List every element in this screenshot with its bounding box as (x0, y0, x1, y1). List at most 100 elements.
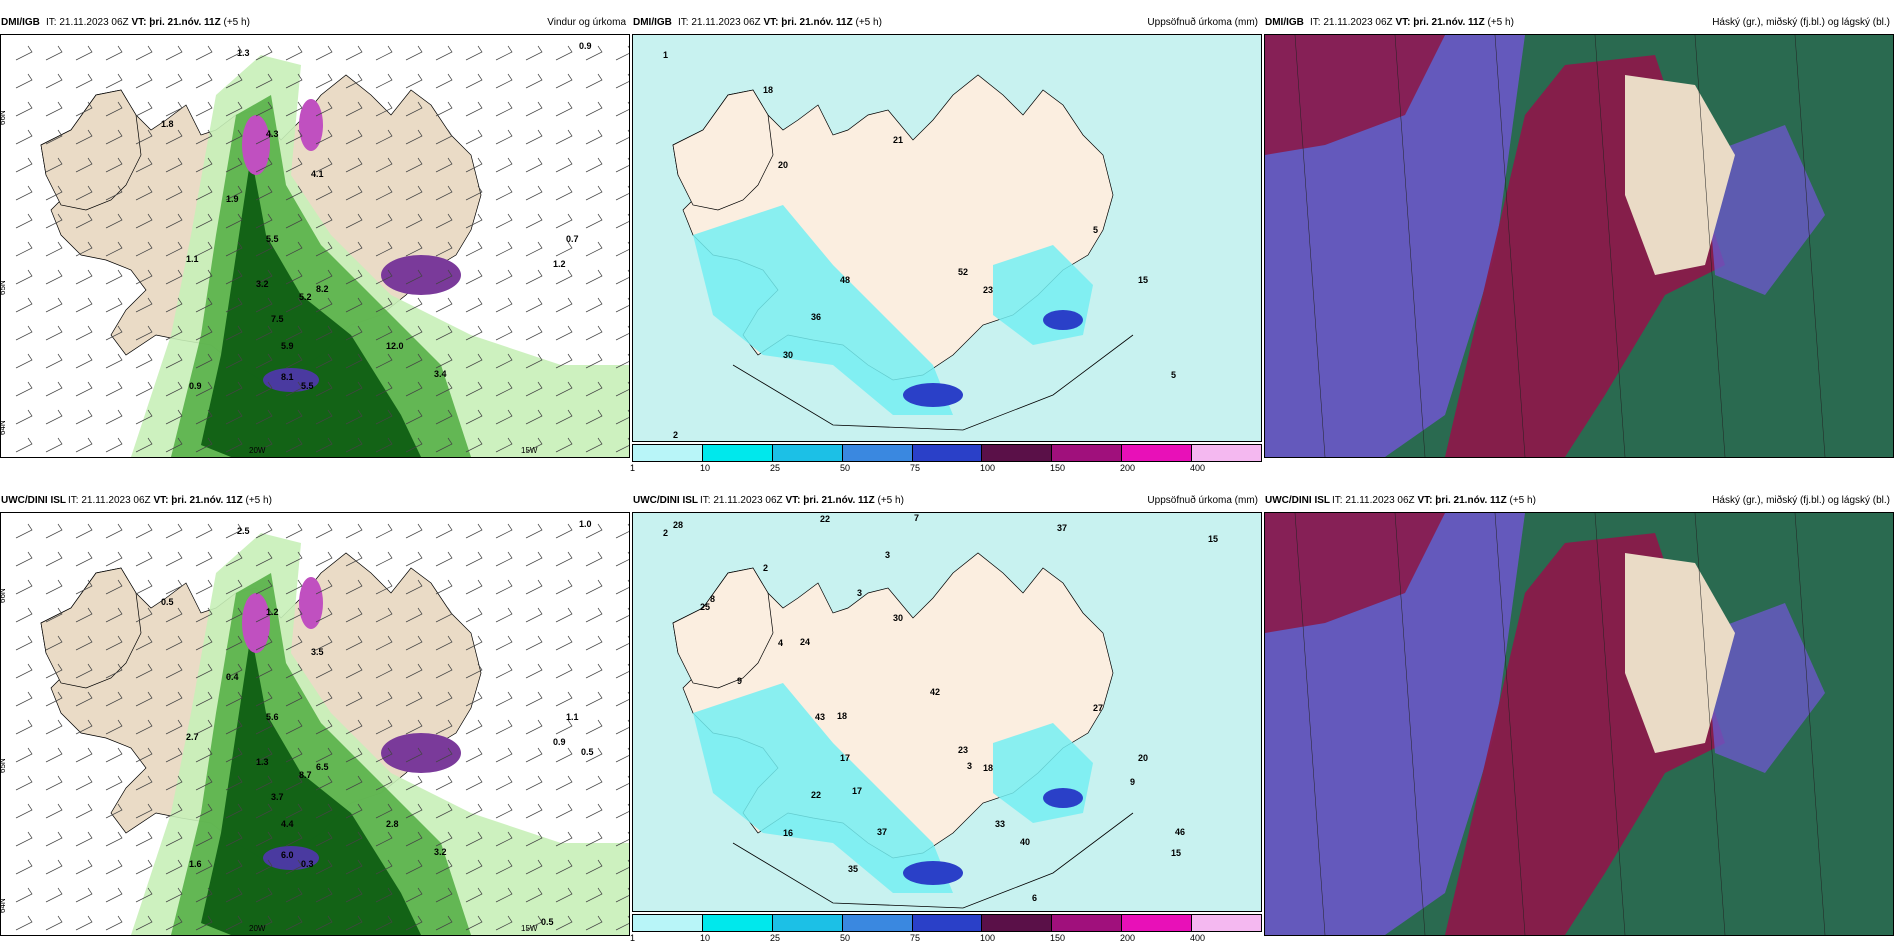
wind-barb (315, 915, 333, 931)
wind-barb (135, 409, 153, 425)
wind-precip-value: 0.5 (161, 597, 174, 607)
wind-barb (465, 915, 483, 931)
wind-barb (45, 241, 63, 257)
wind-barb (105, 915, 123, 931)
wind-barb (225, 859, 243, 875)
wind-barb (195, 691, 213, 707)
wind-barb (345, 775, 363, 791)
map-accumulated-precip[interactable]: 1 18 20 21 48 52 36 30 23 15 5 5 2 (632, 34, 1262, 442)
wind-barb (195, 129, 213, 145)
wind-barb (255, 353, 273, 369)
wind-precip-value: 8.7 (299, 770, 312, 780)
map-cloud-cover[interactable] (1264, 34, 1894, 458)
wind-precip-value: 0.7 (566, 234, 579, 244)
wind-barb (315, 185, 333, 201)
wind-barb (255, 831, 273, 847)
wind-barb (285, 45, 303, 61)
wind-barb (105, 353, 123, 369)
map-cloud-cover[interactable] (1264, 512, 1894, 936)
wind-barb (195, 437, 213, 453)
wind-barb (615, 775, 629, 791)
wind-barb (345, 297, 363, 313)
wind-barb (465, 635, 483, 651)
colorbar-segment (912, 915, 983, 931)
wind-barb (195, 859, 213, 875)
wind-barb (615, 353, 629, 369)
wind-barb (195, 775, 213, 791)
model-source: UWC/DINI ISL (1, 495, 66, 506)
wind-barb (105, 297, 123, 313)
wind-barb (225, 381, 243, 397)
wind-barb (555, 73, 573, 89)
wind-barb (525, 269, 543, 285)
panel-header: UWC/DINI ISL IT: 21.11.2023 06Z VT: þri.… (0, 490, 630, 512)
map-wind-precip[interactable]: 1.8 4.3 4.1 1.9 5.5 1.1 3.2 8.2 5.2 7.5 5.9 8.1 0.9 5… (0, 34, 630, 458)
precip-band-dark (201, 155, 421, 457)
wind-barb (465, 213, 483, 229)
wind-barb (15, 241, 33, 257)
lead-time: (+5 h) (223, 17, 250, 28)
wind-barb (345, 129, 363, 145)
wind-barb (105, 831, 123, 847)
wind-barb (405, 157, 423, 173)
wind-barb (285, 213, 303, 229)
wind-barb (555, 101, 573, 117)
wind-barb (195, 887, 213, 903)
precip-value: 30 (783, 350, 793, 360)
wind-precip-value: 0.9 (579, 41, 592, 51)
wind-barb (585, 523, 603, 539)
precip-value: 40 (1020, 837, 1030, 847)
wind-barb (165, 241, 183, 257)
map-wind-precip[interactable]: 0.5 1.2 3.5 0.4 5.6 2.7 1.3 6.5 8.7 3.7 4.4 6.0 1.6 0… (0, 512, 630, 936)
wind-barb (405, 831, 423, 847)
wind-barb (135, 691, 153, 707)
clear-land (1625, 75, 1735, 275)
wind-barb (525, 747, 543, 763)
colorbar-segment (1052, 915, 1123, 931)
wind-barb (495, 635, 513, 651)
wind-precip-value: 4.1 (311, 169, 324, 179)
wind-barb (435, 353, 453, 369)
wind-barb (615, 859, 629, 875)
wind-barb (165, 859, 183, 875)
wind-barb (135, 381, 153, 397)
colorbar-segment (702, 915, 773, 931)
wind-barb (495, 241, 513, 257)
wind-barb (135, 859, 153, 875)
wind-barb (615, 241, 629, 257)
wind-barb (585, 409, 603, 425)
wind-precip-value: 0.9 (189, 381, 202, 391)
wind-barb (15, 607, 33, 623)
map-accumulated-precip[interactable]: 2 2 4 30 17 23 22 16 18 20 15 27 28 25 24 43 42 37 33 35 22 4… (632, 512, 1262, 912)
wind-barb (45, 859, 63, 875)
wind-barb (405, 381, 423, 397)
wind-barb (315, 297, 333, 313)
precip-value: 43 (815, 712, 825, 722)
wind-barb (465, 523, 483, 539)
wind-barb (225, 803, 243, 819)
precip-value: 42 (930, 687, 940, 697)
wind-barb (105, 45, 123, 61)
colorbar-segment (1052, 445, 1123, 461)
wind-barb (165, 747, 183, 763)
wind-barb (315, 523, 333, 539)
wind-barb (345, 45, 363, 61)
wind-barb (195, 747, 213, 763)
precip-value: 46 (1175, 827, 1185, 837)
wind-barb (525, 551, 543, 567)
valid-time: þri. 21.nóv. 11Z (781, 17, 853, 28)
wind-barb (315, 409, 333, 425)
precip-value: 48 (840, 275, 850, 285)
wind-precip-value: 1.2 (553, 259, 566, 269)
wind-barb (255, 579, 273, 595)
precip-value: 23 (983, 285, 993, 295)
lat-label-66n: 66N (1, 588, 7, 603)
wind-barb (165, 157, 183, 173)
wind-barb (45, 129, 63, 145)
wind-barb (525, 859, 543, 875)
wind-barb (75, 523, 93, 539)
wind-barb (15, 297, 33, 313)
wind-barb (255, 381, 273, 397)
wind-barb (15, 45, 33, 61)
wind-barb (135, 325, 153, 341)
